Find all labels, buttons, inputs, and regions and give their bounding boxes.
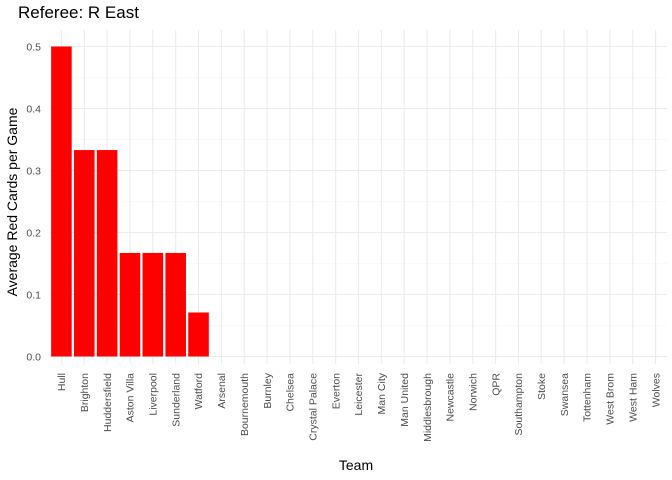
x-tick-label: Brighton bbox=[79, 373, 91, 412]
x-tick-label: Sunderland bbox=[170, 373, 182, 427]
y-tick-label: 0.1 bbox=[26, 289, 41, 301]
x-tick-label: QPR bbox=[490, 373, 502, 396]
x-tick-label: Man United bbox=[399, 373, 411, 427]
x-tick-label: West Brom bbox=[605, 373, 617, 425]
x-tick-label: Man City bbox=[376, 372, 388, 414]
y-tick-label: 0.5 bbox=[26, 41, 41, 53]
x-tick-label: Arsenal bbox=[216, 373, 228, 409]
x-tick-label: Aston Villa bbox=[125, 373, 137, 423]
x-tick-label: Hull bbox=[56, 373, 68, 391]
x-tick-label: Burnley bbox=[262, 372, 274, 408]
x-tick-label: Watford bbox=[193, 373, 205, 410]
bar bbox=[165, 252, 186, 357]
x-tick-label: Liverpool bbox=[148, 373, 160, 416]
bar bbox=[96, 150, 118, 357]
y-tick-label: 0.2 bbox=[26, 227, 41, 239]
y-axis-title: Average Red Cards per Game bbox=[4, 107, 20, 296]
x-tick-label: Huddersfield bbox=[102, 373, 114, 432]
x-tick-label: Leicester bbox=[353, 373, 365, 416]
x-tick-label: Norwich bbox=[467, 373, 479, 411]
bar bbox=[119, 252, 141, 357]
x-tick-label: Crystal Palace bbox=[307, 373, 319, 441]
chart-title: Referee: R East bbox=[18, 3, 139, 22]
x-tick-label: Tottenham bbox=[582, 373, 594, 422]
bar bbox=[188, 312, 209, 357]
bar bbox=[73, 150, 95, 357]
bar bbox=[142, 252, 164, 357]
x-axis-title: Team bbox=[339, 457, 373, 473]
y-tick-label: 0.3 bbox=[26, 165, 41, 177]
x-axis-ticks: Hull Brighton Huddersfield Aston Villa Liver… bbox=[56, 372, 662, 442]
y-tick-label: 0.4 bbox=[26, 103, 41, 115]
x-tick-label: Chelsea bbox=[285, 373, 297, 412]
y-tick-label: 0.0 bbox=[26, 351, 41, 363]
x-tick-label: West Ham bbox=[627, 373, 639, 422]
x-tick-label: Bournemouth bbox=[239, 373, 251, 436]
x-tick-label: Southampton bbox=[513, 373, 525, 436]
x-tick-label: Swansea bbox=[559, 373, 571, 416]
bar bbox=[51, 46, 72, 357]
bars bbox=[51, 46, 209, 357]
x-tick-label: Newcastle bbox=[445, 373, 457, 422]
x-tick-label: Wolves bbox=[650, 373, 662, 407]
x-tick-label: Stoke bbox=[536, 373, 548, 400]
x-tick-label: Everton bbox=[330, 373, 342, 409]
x-tick-label: Middlesbrough bbox=[422, 373, 434, 442]
y-axis-ticks: 0.0 0.1 0.2 0.3 0.4 0.5 bbox=[26, 41, 41, 363]
